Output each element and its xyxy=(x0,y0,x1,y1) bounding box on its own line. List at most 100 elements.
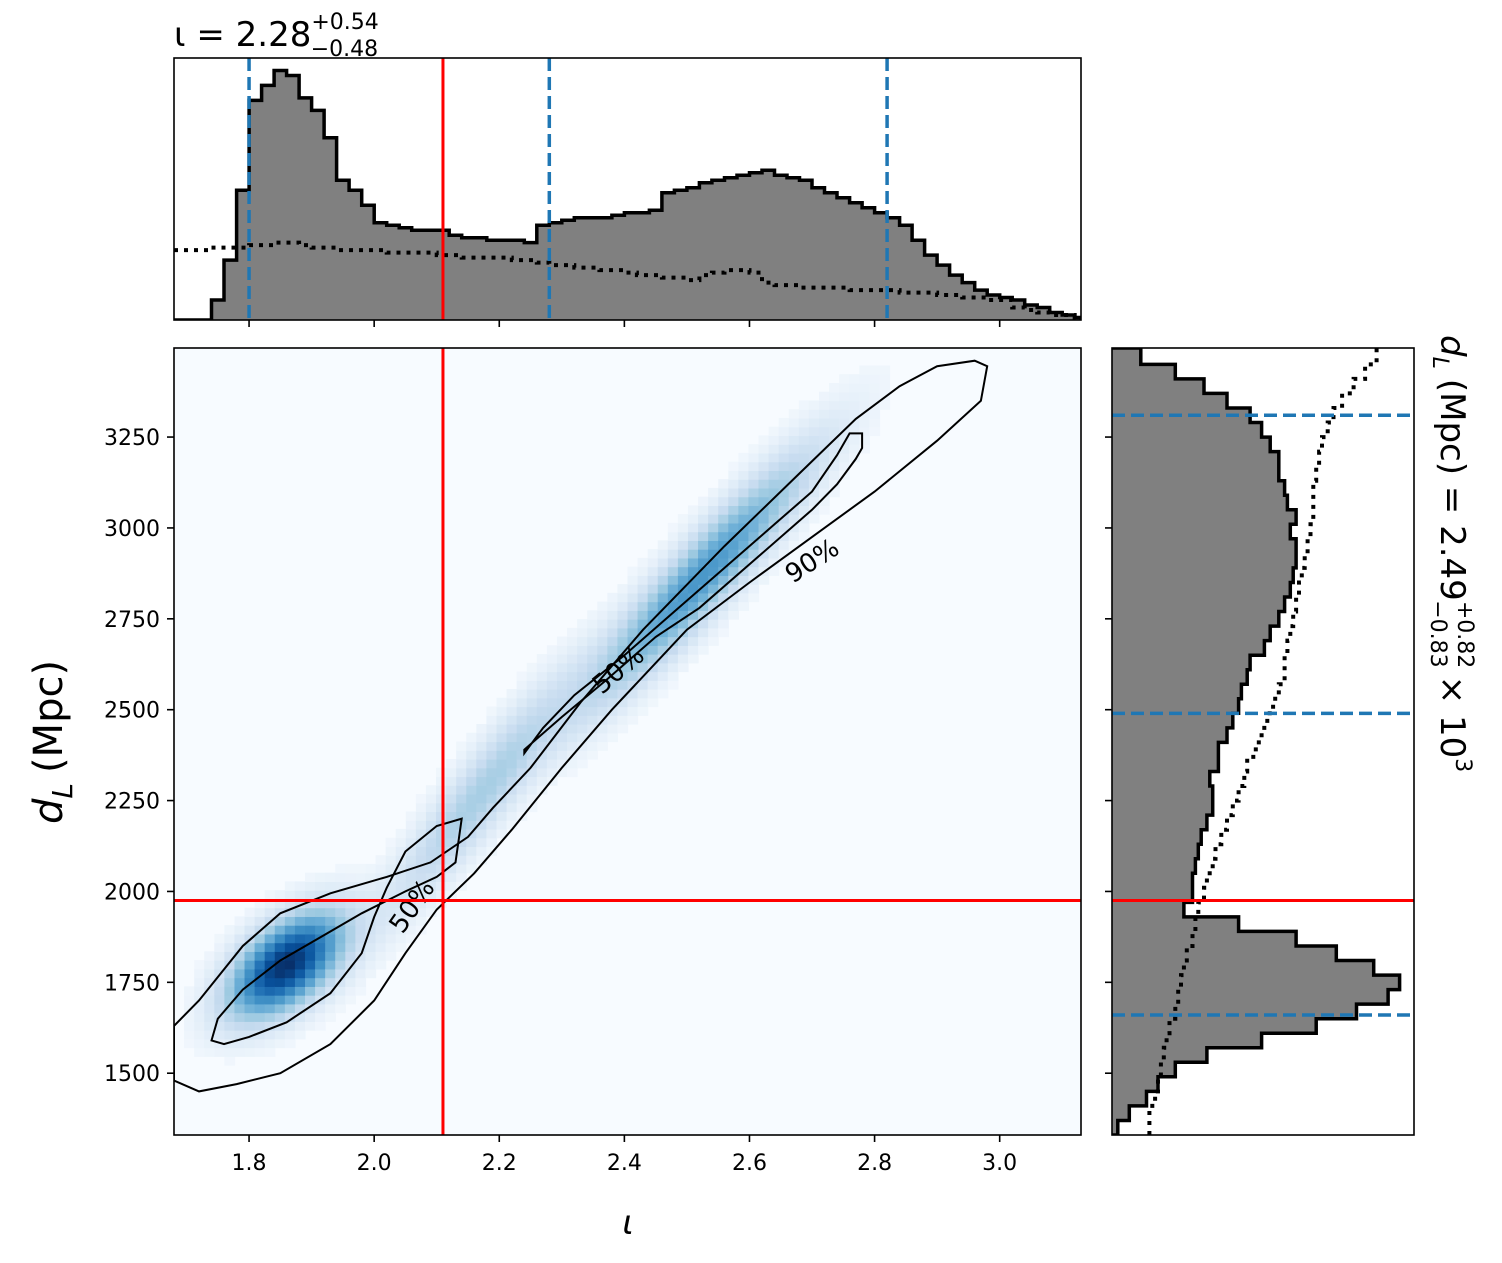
heatmap-cell xyxy=(284,898,296,909)
heatmap-cell xyxy=(768,496,780,506)
heatmap-cell xyxy=(667,627,679,638)
heatmap-cell xyxy=(788,435,800,445)
heatmap-cell xyxy=(325,1003,336,1014)
heatmap-cell xyxy=(657,671,669,681)
heatmap-cell xyxy=(818,496,830,506)
heatmap-cell xyxy=(486,715,498,725)
heatmap-cell xyxy=(415,890,427,900)
heatmap-cell xyxy=(305,881,316,891)
heatmap-cell xyxy=(738,479,750,489)
heatmap-cell xyxy=(577,627,588,638)
heatmap-cell xyxy=(385,837,397,848)
heatmap-cell xyxy=(294,1030,306,1040)
heatmap-cell xyxy=(667,575,679,585)
heatmap-cell xyxy=(365,960,377,970)
heatmap-cell xyxy=(587,619,598,629)
heatmap-cell xyxy=(597,706,608,716)
heatmap-cell xyxy=(859,444,870,454)
heatmap-cell xyxy=(274,995,286,1005)
heatmap-cell xyxy=(375,890,387,900)
heatmap-cell xyxy=(315,881,326,891)
heatmap-cell xyxy=(788,452,800,463)
heatmap-cell xyxy=(214,1003,225,1014)
heatmap-cell xyxy=(466,855,477,865)
heatmap-cell xyxy=(708,531,719,541)
heatmap-cell xyxy=(637,706,649,716)
heatmap-cell xyxy=(738,584,750,594)
heatmap-cell xyxy=(607,636,619,646)
heatmap-cell xyxy=(849,400,860,410)
heatmap-cell xyxy=(818,505,830,515)
heatmap-cell xyxy=(536,750,548,760)
heatmap-cell xyxy=(647,566,659,576)
heatmap-cell xyxy=(587,741,598,751)
heatmap-cell xyxy=(798,479,810,489)
heatmap-cell xyxy=(415,846,427,856)
heatmap-cell xyxy=(264,907,276,917)
heatmap-cell xyxy=(778,417,790,428)
heatmap-cell xyxy=(829,382,840,393)
heatmap-cell xyxy=(345,872,356,883)
heatmap-cell xyxy=(587,671,598,681)
heatmap-cell xyxy=(667,522,679,533)
heatmap-cell xyxy=(617,697,629,708)
heatmap-cell xyxy=(657,610,669,620)
heatmap-cell xyxy=(516,758,528,769)
heatmap-cell xyxy=(617,706,629,716)
heatmap-cell xyxy=(617,715,629,725)
heatmap-cell xyxy=(234,1003,246,1014)
heatmap-cell xyxy=(839,374,850,384)
heatmap-cell xyxy=(395,828,407,839)
heatmap-cell xyxy=(476,767,488,778)
heatmap-cell xyxy=(496,811,508,821)
heatmap-cell xyxy=(808,426,820,437)
heatmap-cell xyxy=(284,960,296,970)
heatmap-cell xyxy=(536,776,548,786)
heatmap-cell xyxy=(778,487,790,498)
heatmap-cell xyxy=(395,837,407,848)
heatmap-cell xyxy=(677,566,689,576)
heatmap-cell xyxy=(294,968,306,979)
heatmap-cell xyxy=(718,619,729,629)
heatmap-cell xyxy=(214,986,225,996)
heatmap-cell xyxy=(667,549,679,559)
top-panel-frame xyxy=(173,57,1082,321)
heatmap-cell xyxy=(667,601,679,611)
heatmap-cell xyxy=(466,732,477,743)
heatmap-cell xyxy=(224,1003,236,1014)
heatmap-cell xyxy=(244,960,256,970)
heatmap-cell xyxy=(567,645,578,655)
heatmap-cell xyxy=(869,365,881,375)
heatmap-cell xyxy=(325,1012,336,1022)
heatmap-cell xyxy=(728,514,739,524)
heatmap-cell xyxy=(738,487,750,498)
heatmap-cell xyxy=(365,916,377,926)
heatmap-cell xyxy=(355,960,367,970)
heatmap-cell xyxy=(627,645,639,655)
heatmap-cell xyxy=(516,776,528,786)
heatmap-cell xyxy=(516,697,528,708)
heatmap-cell xyxy=(748,522,760,533)
heatmap-cell xyxy=(224,1056,236,1066)
heatmap-cell xyxy=(677,514,689,524)
heatmap-cell xyxy=(486,837,498,848)
heatmap-cell xyxy=(274,890,286,900)
heatmap-cell xyxy=(436,828,447,839)
heatmap-cell xyxy=(294,942,306,952)
heatmap-cell xyxy=(818,426,830,437)
heatmap-cell xyxy=(284,1030,296,1040)
heatmap-cell xyxy=(194,977,205,987)
heatmap-cell xyxy=(335,1003,346,1014)
heatmap-cell xyxy=(294,898,306,909)
heatmap-cell xyxy=(587,715,598,725)
heatmap-cell xyxy=(556,706,568,716)
heatmap-cell xyxy=(657,575,669,585)
heatmap-cell xyxy=(778,557,790,568)
heatmap-cell xyxy=(657,680,669,690)
heatmap-cell xyxy=(436,881,447,891)
heatmap-cell xyxy=(758,487,770,498)
heatmap-cell xyxy=(829,461,840,472)
heatmap-cell xyxy=(818,479,830,489)
heatmap-cell xyxy=(536,732,548,743)
heatmap-cell xyxy=(365,881,377,891)
